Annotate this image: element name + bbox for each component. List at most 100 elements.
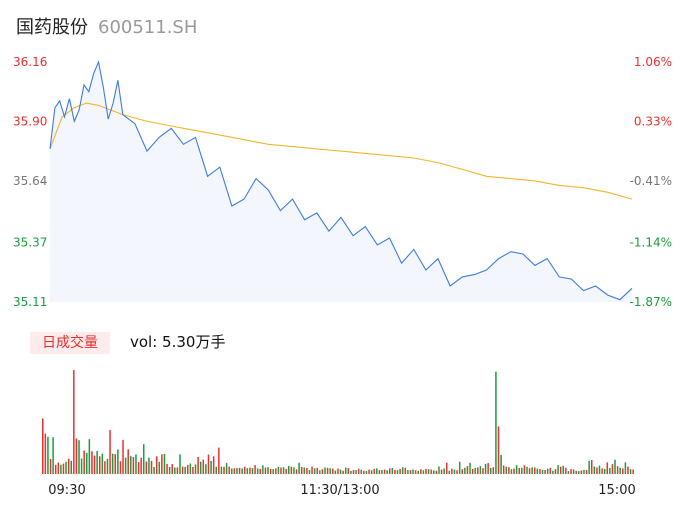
volume-bar <box>161 454 163 474</box>
volume-bar <box>616 466 619 474</box>
volume-bar <box>210 461 212 474</box>
volume-bar <box>370 470 373 474</box>
volume-bar <box>295 469 298 474</box>
time-tick-label: 11:30/13:00 <box>300 483 379 498</box>
volume-bar <box>243 466 246 474</box>
price-tick-label: 35.37 <box>13 236 47 250</box>
volume-bar <box>399 468 401 474</box>
time-tick-label: 15:00 <box>598 483 635 498</box>
volume-bar <box>111 453 114 474</box>
time-tick-label: 09:30 <box>48 483 85 498</box>
price-tick-label: 36.16 <box>13 55 47 69</box>
volume-bar <box>285 468 287 474</box>
volume-bar <box>394 469 396 474</box>
volume-bar <box>264 467 267 474</box>
volume-bar <box>155 456 158 474</box>
volume-bar <box>368 469 370 474</box>
volume-bar <box>88 439 91 474</box>
volume-bar <box>298 462 300 474</box>
volume-bar <box>277 466 280 474</box>
volume-bar <box>536 468 539 474</box>
volume-bar <box>54 464 57 474</box>
volume-bar <box>259 468 262 474</box>
volume-bar <box>91 451 93 474</box>
volume-bar <box>62 463 65 474</box>
volume-bar <box>389 468 391 474</box>
volume-bar <box>344 467 347 474</box>
volume-bar <box>412 469 414 474</box>
volume-bar <box>578 471 580 474</box>
volume-bar <box>407 470 409 474</box>
volume-bar <box>534 467 536 474</box>
volume-bar <box>492 467 495 474</box>
volume-bar <box>469 462 471 474</box>
volume-bar <box>479 466 482 474</box>
volume-bar <box>171 464 173 474</box>
volume-bar <box>554 469 557 474</box>
volume-bar <box>585 470 588 474</box>
volume-bar <box>614 459 616 474</box>
volume-bar <box>381 470 383 474</box>
volume-bar <box>466 466 469 474</box>
volume-bar <box>267 467 269 474</box>
volume-bar <box>269 468 272 474</box>
volume-bar <box>282 467 285 474</box>
price-axis-labels: 36.16 35.90 35.64 35.37 35.11 <box>13 55 47 309</box>
volume-bar <box>184 466 186 474</box>
volume-bar <box>163 453 166 474</box>
volume-bar <box>246 468 249 474</box>
volume-bar <box>300 467 303 474</box>
volume-bar <box>67 458 70 474</box>
volume-bar <box>482 468 484 474</box>
volume-bar <box>409 470 412 474</box>
volume-bar <box>106 458 109 474</box>
volume-bar <box>583 469 585 474</box>
volume-bar <box>194 464 197 474</box>
volume-bar <box>352 470 355 474</box>
volume-bar <box>145 461 148 474</box>
volume-bar <box>557 465 559 474</box>
price-tick-label: 35.64 <box>13 174 47 188</box>
volume-bar <box>562 465 564 474</box>
volume-bar <box>445 462 448 474</box>
volume-bar <box>117 449 119 474</box>
volume-bar <box>624 462 627 474</box>
volume-bar <box>311 466 313 474</box>
volume-bar <box>199 461 202 474</box>
volume-bar <box>570 469 572 474</box>
volume-bar <box>220 466 223 474</box>
volume-bar <box>572 469 575 474</box>
volume-bar <box>49 459 52 474</box>
volume-bar <box>308 469 311 474</box>
stock-title: 国药股份 600511.SH <box>16 13 197 39</box>
volume-bar <box>425 468 427 474</box>
volume-bar <box>197 457 199 474</box>
volume-bar <box>438 466 440 474</box>
volume-bar <box>119 461 122 474</box>
volume-bar <box>223 466 225 474</box>
volume-bar <box>158 461 161 474</box>
volume-bar <box>474 467 476 474</box>
volume-bar <box>580 470 583 474</box>
volume-bar <box>422 470 425 474</box>
volume-bar <box>526 466 528 474</box>
volume-bar <box>619 467 621 474</box>
percent-tick-label: -1.14% <box>630 236 672 250</box>
volume-bar <box>127 449 129 474</box>
volume-bar <box>546 468 549 474</box>
volume-bar <box>334 470 337 474</box>
volume-bar <box>565 467 567 474</box>
avg-price-line <box>49 102 633 200</box>
volume-bar <box>453 469 456 474</box>
volume-bar <box>495 371 497 474</box>
volume-bar <box>254 465 256 474</box>
volume-bar <box>83 450 85 474</box>
volume-bar <box>609 468 611 474</box>
volume-bar <box>256 468 259 474</box>
volume-bar <box>192 466 194 474</box>
volume-bar <box>430 469 432 474</box>
volume-bar <box>47 436 49 474</box>
percent-axis-labels: 1.06% 0.33% -0.41% -1.14% -1.87% <box>630 55 672 309</box>
volume-bar <box>464 467 466 474</box>
volume-readout: vol: 5.30万手 <box>130 333 226 351</box>
